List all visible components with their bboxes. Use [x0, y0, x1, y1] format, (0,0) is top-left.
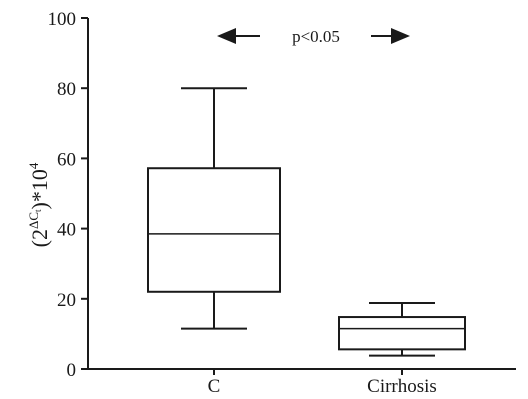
category-label: Cirrhosis — [367, 376, 437, 397]
axes — [87, 18, 516, 370]
significance-label: p<0.05 — [292, 27, 340, 46]
y-axis-label: (2ΔCt)*104 — [26, 162, 52, 247]
category-label: C — [208, 376, 221, 397]
y-axis-label-subsup: t — [33, 209, 43, 212]
y-tick-label: 100 — [48, 9, 77, 30]
y-tick-label: 20 — [57, 290, 76, 311]
y-ticks: 0 20 40 60 80 100 — [48, 9, 88, 381]
y-axis-label-close: ) — [27, 202, 52, 209]
box-1 — [147, 87, 281, 330]
y-axis-label-sup: ΔC — [26, 212, 41, 229]
y-axis-label-tail: *10 — [27, 169, 52, 202]
box-iqr — [338, 316, 466, 351]
y-tick-label: 40 — [57, 220, 76, 241]
category-labels: C Cirrhosis — [208, 369, 437, 397]
right-arrow-head — [391, 28, 410, 44]
box-2 — [338, 302, 466, 357]
y-tick-label: 60 — [57, 149, 76, 170]
y-tick-label: 80 — [57, 79, 76, 100]
y-axis-label-tail-sup: 4 — [26, 162, 41, 169]
significance-annotation: p<0.05 — [217, 27, 410, 46]
y-axis-label-base: (2 — [27, 229, 52, 247]
boxes — [147, 87, 466, 357]
y-tick-label: 0 — [67, 360, 77, 381]
left-arrow-head — [217, 28, 236, 44]
box-iqr — [147, 167, 281, 293]
